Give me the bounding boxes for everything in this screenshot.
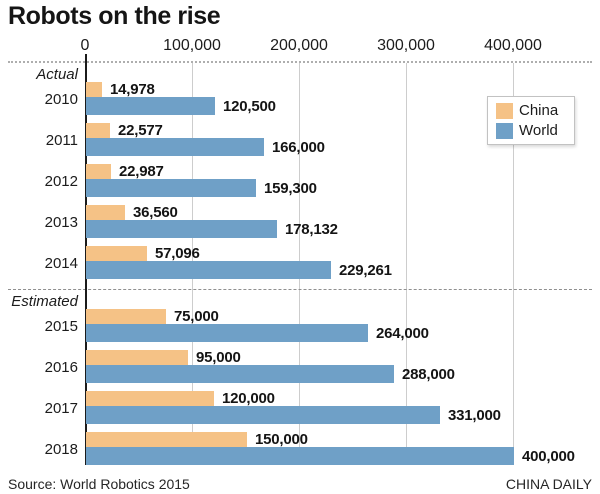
china-bar bbox=[86, 350, 188, 365]
year-label: 2012 bbox=[44, 173, 78, 190]
china-bar bbox=[86, 205, 125, 220]
world-value-label: 159,300 bbox=[264, 179, 317, 197]
axis-dotted-line bbox=[8, 61, 592, 63]
world-value-label: 264,000 bbox=[376, 324, 429, 342]
axis-tick-label: 0 bbox=[80, 37, 90, 54]
section-label-estimated: Estimated bbox=[11, 293, 78, 310]
world-bar bbox=[86, 97, 215, 115]
axis-tick-label: 300,000 bbox=[377, 37, 435, 54]
world-bar bbox=[86, 179, 256, 197]
china-value-label: 75,000 bbox=[174, 308, 219, 325]
legend-item-world: World bbox=[496, 122, 568, 139]
legend-item-china: China bbox=[496, 102, 568, 119]
china-bar bbox=[86, 82, 102, 97]
china-value-label: 95,000 bbox=[196, 349, 241, 366]
china-value-label: 22,987 bbox=[119, 163, 164, 180]
world-bar bbox=[86, 447, 514, 465]
world-bar bbox=[86, 324, 368, 342]
legend-label-world: World bbox=[519, 122, 558, 139]
axis-tick-label: 400,000 bbox=[484, 37, 542, 54]
world-value-label: 331,000 bbox=[448, 406, 501, 424]
year-label: 2010 bbox=[44, 91, 78, 108]
china-value-label: 36,560 bbox=[133, 204, 178, 221]
world-bar bbox=[86, 220, 277, 238]
china-bar bbox=[86, 246, 147, 261]
world-value-label: 120,500 bbox=[223, 97, 276, 115]
china-bar bbox=[86, 432, 247, 447]
china-bar bbox=[86, 309, 166, 324]
source-note: Source: World Robotics 2015 bbox=[8, 476, 190, 492]
world-value-label: 229,261 bbox=[339, 261, 392, 279]
world-color-swatch bbox=[496, 122, 513, 139]
china-value-label: 120,000 bbox=[222, 390, 275, 407]
world-bar bbox=[86, 261, 331, 279]
legend-label-china: China bbox=[519, 102, 559, 119]
section-separator-line bbox=[8, 289, 592, 290]
china-value-label: 22,577 bbox=[118, 122, 163, 139]
section-label-actual: Actual bbox=[36, 66, 78, 83]
world-value-label: 400,000 bbox=[522, 447, 575, 465]
china-value-label: 150,000 bbox=[255, 431, 308, 448]
china-value-label: 14,978 bbox=[110, 81, 155, 98]
world-value-label: 166,000 bbox=[272, 138, 325, 156]
china-color-swatch bbox=[496, 102, 513, 119]
world-bar bbox=[86, 406, 440, 424]
gridline bbox=[513, 63, 514, 465]
year-label: 2018 bbox=[44, 441, 78, 458]
china-value-label: 57,096 bbox=[155, 245, 200, 262]
year-label: 2015 bbox=[44, 318, 78, 335]
legend: China World bbox=[487, 96, 575, 145]
world-bar bbox=[86, 365, 394, 383]
credit: CHINA DAILY bbox=[505, 476, 592, 492]
year-label: 2013 bbox=[44, 214, 78, 231]
world-bar bbox=[86, 138, 264, 156]
year-label: 2017 bbox=[44, 400, 78, 417]
china-bar bbox=[86, 123, 110, 138]
year-label: 2011 bbox=[45, 132, 78, 149]
year-label: 2016 bbox=[44, 359, 78, 376]
year-label: 2014 bbox=[44, 255, 78, 272]
china-bar bbox=[86, 164, 111, 179]
world-value-label: 178,132 bbox=[285, 220, 338, 238]
gridline bbox=[406, 63, 407, 465]
world-value-label: 288,000 bbox=[402, 365, 455, 383]
axis-tick-label: 100,000 bbox=[163, 37, 221, 54]
chart-title: Robots on the rise bbox=[8, 2, 221, 30]
axis-tick-label: 200,000 bbox=[270, 37, 328, 54]
china-bar bbox=[86, 391, 214, 406]
